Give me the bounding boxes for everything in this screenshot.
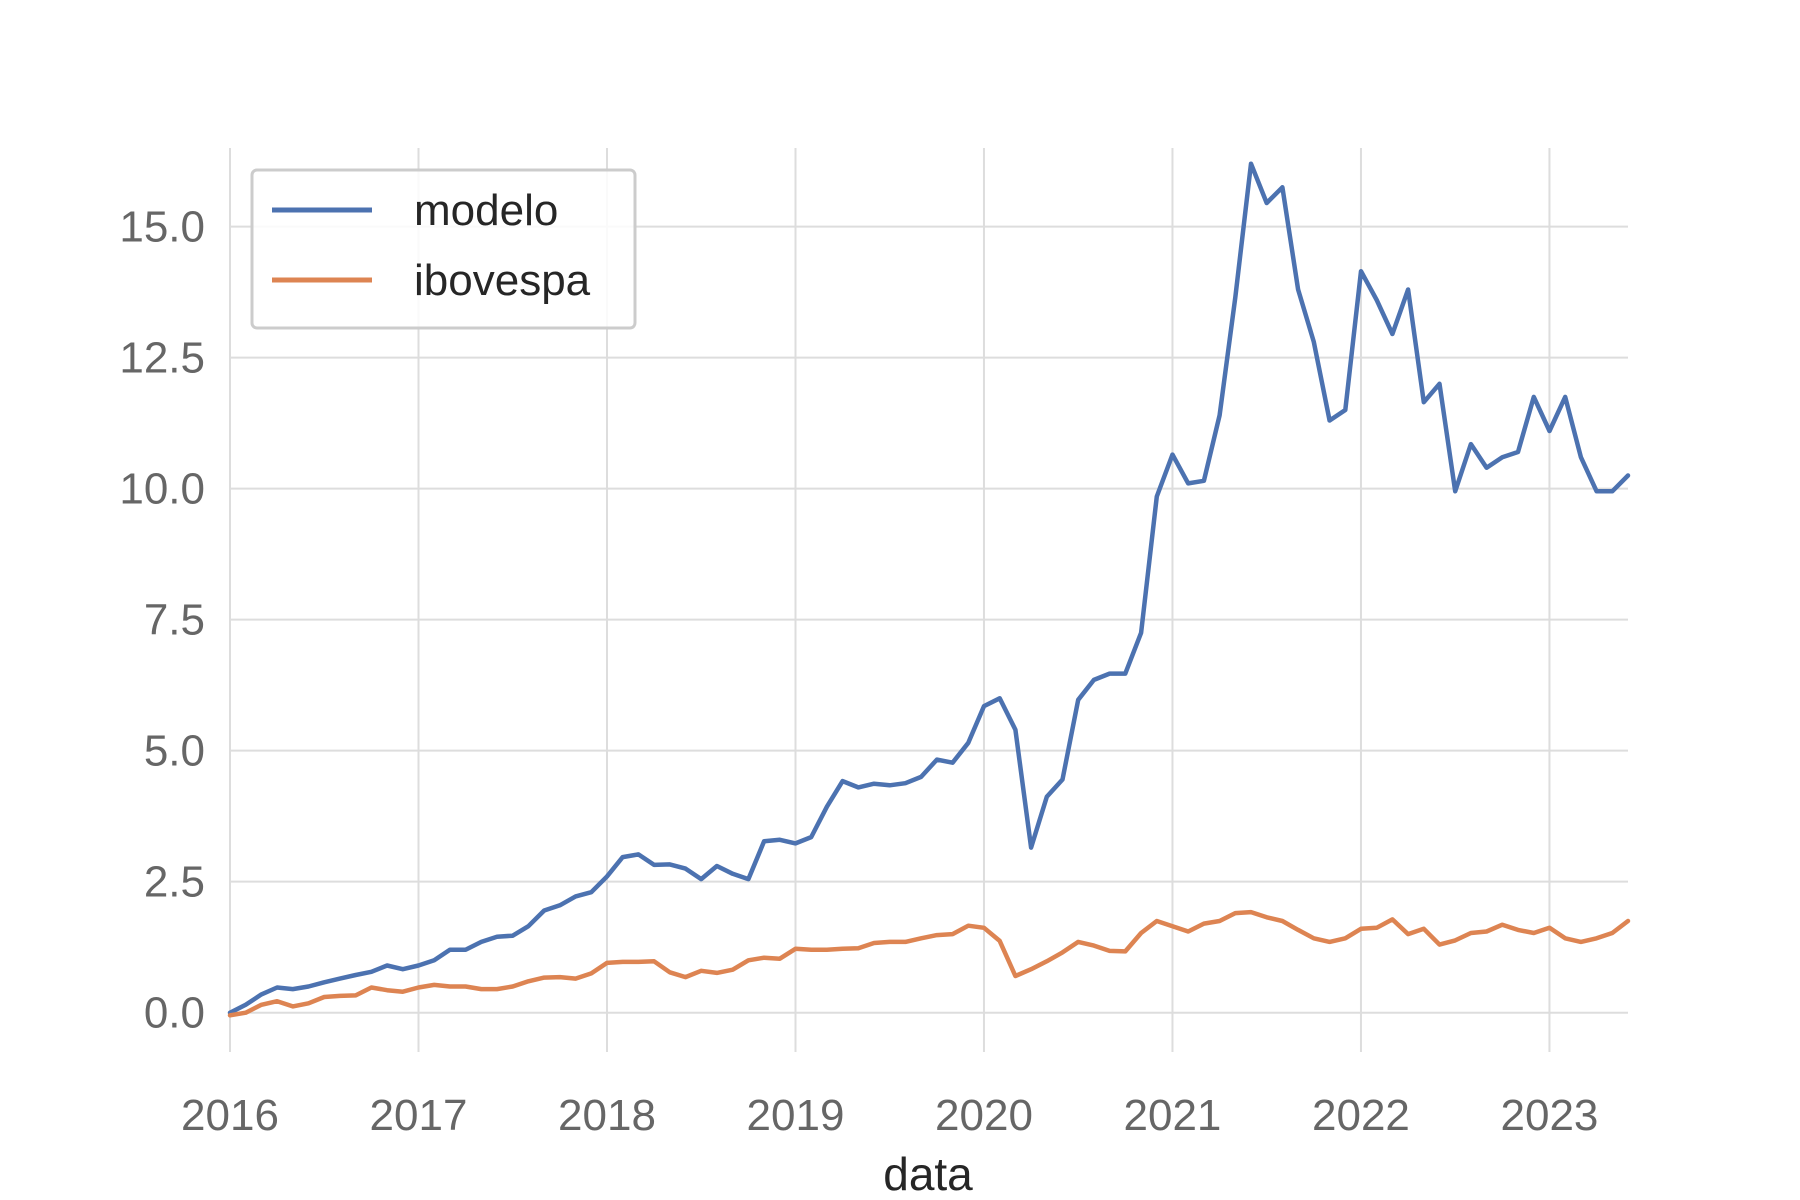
y-tick-label: 12.5 (119, 334, 205, 383)
x-tick-label: 2019 (747, 1091, 845, 1140)
y-tick-label: 10.0 (119, 465, 205, 514)
x-tick-label: 2021 (1124, 1091, 1222, 1140)
y-axis-ticks: 0.0 2.5 5.0 7.5 10.0 12.5 15.0 (119, 203, 205, 1038)
x-tick-label: 2020 (935, 1091, 1033, 1140)
x-tick-label: 2016 (181, 1091, 279, 1140)
series-lines (227, 161, 1631, 1018)
y-tick-label: 0.0 (144, 989, 205, 1038)
y-tick-label: 5.0 (144, 727, 205, 776)
series-line-modelo (227, 161, 1631, 1015)
y-tick-label: 2.5 (144, 858, 205, 907)
x-axis-label: data (883, 1148, 973, 1200)
y-tick-label: 15.0 (119, 203, 205, 252)
y-tick-label: 7.5 (144, 596, 205, 645)
legend-label-ibovespa: ibovespa (414, 256, 591, 305)
grid (229, 148, 1628, 1052)
legend-label-modelo: modelo (414, 186, 558, 235)
legend: modelo ibovespa (250, 168, 637, 330)
x-tick-label: 2022 (1312, 1091, 1410, 1140)
x-tick-label: 2017 (370, 1091, 468, 1140)
series-line-ibovespa (227, 909, 1631, 1018)
x-axis-ticks: 2016 2017 2018 2019 2020 2021 2022 2023 (181, 1091, 1598, 1140)
x-tick-label: 2018 (558, 1091, 656, 1140)
x-tick-label: 2023 (1501, 1091, 1599, 1140)
